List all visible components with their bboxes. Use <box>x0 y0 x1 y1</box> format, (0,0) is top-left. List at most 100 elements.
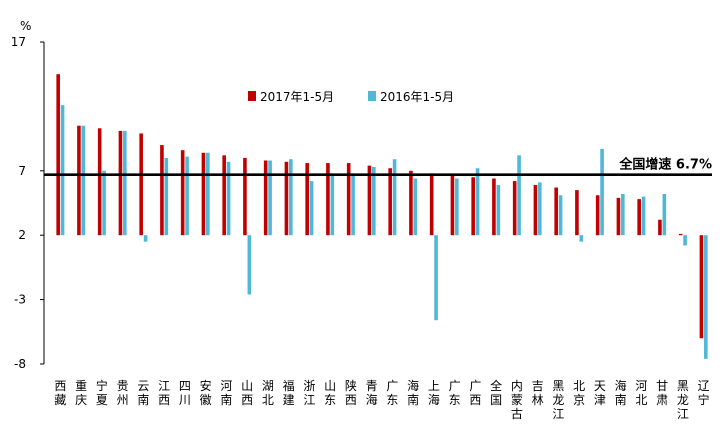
legend: 2017年1-5月 2016年1-5月 <box>248 90 454 104</box>
bar-2016 <box>579 235 584 242</box>
bar-2016 <box>538 182 542 236</box>
bar-2017 <box>450 175 455 236</box>
x-tick-label: 浙江 <box>303 379 315 407</box>
bar-2017 <box>575 190 579 236</box>
x-tick-label: 河南 <box>220 379 232 407</box>
x-tick-label: 全国 <box>490 378 502 407</box>
x-tick-label: 西藏 <box>54 379 66 407</box>
reference-line-group: 全国增速 6.7% <box>44 157 712 176</box>
bar-2017 <box>595 195 600 236</box>
x-tick-label: 上海 <box>428 379 440 407</box>
bar-2017 <box>97 128 102 236</box>
x-tick-label: 广东 <box>449 379 461 407</box>
x-tick-label: 重庆 <box>75 379 87 407</box>
x-tick-label: 山西 <box>241 379 253 407</box>
bar-2017 <box>56 74 60 236</box>
bar-2016 <box>662 193 667 236</box>
bar-2016 <box>143 235 148 242</box>
bar-2016 <box>600 148 604 236</box>
x-tick-label: 山东 <box>324 379 336 407</box>
y-tick-label: 2 <box>18 228 26 242</box>
bar-2016 <box>475 168 480 236</box>
x-tick-label: 天津 <box>594 379 606 407</box>
x-tick-label: 广西 <box>469 379 481 407</box>
bar-2017 <box>139 133 143 236</box>
bar-2017 <box>554 187 558 236</box>
bar-2016 <box>123 130 127 236</box>
bar-2017 <box>160 145 164 236</box>
x-tick-label: 安徽 <box>200 378 212 407</box>
x-tick-label: 河北 <box>635 379 647 407</box>
bar-2016 <box>289 159 293 236</box>
bar-2017 <box>699 235 704 339</box>
bar-2017 <box>118 130 123 236</box>
x-tick-label: 海南 <box>407 378 419 407</box>
bar-2017 <box>263 160 268 236</box>
y-tick-label: -3 <box>14 293 26 307</box>
bar-2017 <box>367 165 372 236</box>
bar-2016 <box>434 235 438 321</box>
unit-label: % <box>20 19 31 33</box>
bar-2016 <box>392 159 397 236</box>
x-tick-label: 内蒙古 <box>511 379 523 421</box>
x-tick-label: 湖北 <box>262 378 274 407</box>
bar-2017 <box>346 163 351 236</box>
legend-swatch <box>248 91 256 101</box>
bar-2016 <box>704 235 708 359</box>
bar-2017 <box>492 178 496 236</box>
x-tick-label: 甘肃 <box>656 379 668 407</box>
bar-2016 <box>621 193 625 236</box>
y-ticks: 17 7 2 -3 -8 <box>11 35 44 371</box>
bar-2016 <box>247 235 252 295</box>
bar-2016 <box>683 235 687 246</box>
reference-line-label: 全国增速 6.7% <box>618 157 712 173</box>
x-tick-label: 陕西 <box>345 378 357 407</box>
bar-2016 <box>102 170 106 236</box>
y-tick-label: -8 <box>14 357 26 371</box>
x-tick-label: 黑龙江 <box>552 379 564 421</box>
bar-2017 <box>658 219 662 236</box>
bar-2016 <box>81 125 86 236</box>
bar-2016 <box>351 173 355 236</box>
bar-2017 <box>678 233 683 236</box>
x-tick-label: 江西 <box>158 379 170 407</box>
bar-2016 <box>641 196 646 236</box>
bar-2016 <box>517 155 521 236</box>
legend-label: 2016年1-5月 <box>380 90 454 104</box>
x-tick-label: 宁夏 <box>96 378 108 407</box>
bar-2016 <box>226 161 231 236</box>
bar-2017 <box>243 157 247 236</box>
bar-2016 <box>413 178 418 236</box>
bar-2017 <box>180 150 185 236</box>
bar-2017 <box>429 173 434 236</box>
bar-2017 <box>637 199 641 236</box>
bar-2016 <box>206 152 210 236</box>
y-tick-label: 7 <box>18 164 26 178</box>
bar-2017 <box>77 125 81 236</box>
bar-2017 <box>471 177 475 236</box>
x-tick-label: 海南 <box>615 378 627 407</box>
x-tick-label: 黑龙江 <box>677 379 689 421</box>
x-tick-label: 四川 <box>179 379 191 407</box>
bar-2016 <box>496 184 501 236</box>
bars <box>56 74 708 359</box>
bar-2017 <box>201 152 206 236</box>
bar-2017 <box>616 197 621 236</box>
bar-2017 <box>533 184 538 236</box>
bar-2016 <box>268 160 272 236</box>
x-tick-label: 云南 <box>137 379 149 407</box>
bar-2016 <box>558 195 563 236</box>
legend-swatch <box>368 91 376 101</box>
bar-2016 <box>164 157 169 236</box>
bar-2016 <box>309 181 314 236</box>
x-labels: 西藏重庆宁夏贵州云南江西四川安徽河南山西湖北福建浙江山东陕西青海广东海南上海广东… <box>54 378 709 421</box>
bar-2017 <box>512 181 517 236</box>
bar-2016 <box>185 156 189 236</box>
x-tick-label: 辽宁 <box>698 379 710 407</box>
x-tick-label: 广东 <box>386 379 398 407</box>
bar-2017 <box>305 163 309 236</box>
bar-2017 <box>326 163 330 236</box>
bar-2016 <box>330 173 335 236</box>
bar-2017 <box>388 168 392 236</box>
bar-2017 <box>222 155 226 236</box>
